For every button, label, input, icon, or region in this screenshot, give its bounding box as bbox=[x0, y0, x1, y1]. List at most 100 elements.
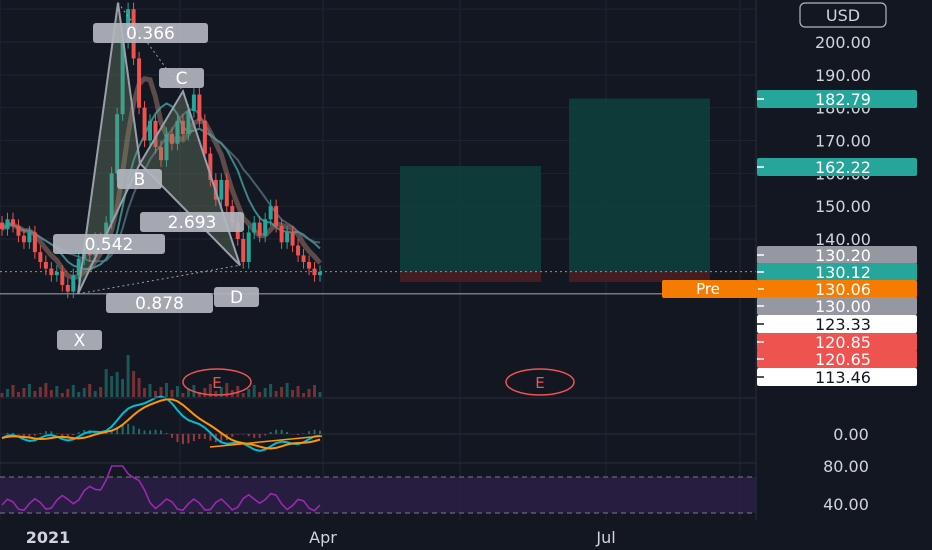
candle-30 bbox=[164, 133, 169, 161]
price-badge-b16222[interactable]: 162.22 bbox=[757, 158, 917, 177]
volume-bar-20 bbox=[110, 376, 114, 397]
volume-bar-53 bbox=[291, 390, 295, 397]
candle-7 bbox=[38, 252, 43, 262]
zone-2-stop bbox=[569, 271, 710, 283]
volume-bar-45 bbox=[247, 389, 251, 397]
earnings-marker-1[interactable] bbox=[182, 368, 252, 396]
price-badge-b13006[interactable]: 130.06 bbox=[757, 280, 917, 299]
target-zones bbox=[400, 98, 710, 283]
macd-zero-label: 0.00 bbox=[833, 425, 869, 444]
ratio-label-xd: 0.878 bbox=[106, 293, 213, 314]
candle-58 bbox=[318, 271, 322, 276]
volume-bar-10 bbox=[55, 386, 59, 397]
candle-56 bbox=[307, 261, 312, 269]
price-badge-b12333[interactable]: 123.33 bbox=[757, 315, 917, 334]
volume-bar-48 bbox=[263, 388, 267, 397]
price-tick-150.00: 150.00 bbox=[815, 197, 871, 216]
candle-0 bbox=[0, 222, 4, 230]
volume-bar-24 bbox=[132, 371, 136, 397]
candle-27 bbox=[148, 120, 153, 141]
candle-35 bbox=[191, 94, 196, 111]
rsi-band bbox=[0, 477, 756, 513]
pre-market-badge[interactable]: Pre bbox=[662, 280, 758, 298]
price-badge-b13012[interactable]: 130.12 bbox=[757, 263, 917, 282]
currency-button-label: USD bbox=[826, 6, 860, 25]
volume-bar-9 bbox=[49, 390, 53, 397]
volume-bar-41 bbox=[225, 383, 229, 397]
earnings-marker-1-label: E bbox=[212, 374, 221, 392]
point-label-d-bg bbox=[214, 287, 259, 307]
candle-6 bbox=[32, 232, 37, 253]
candle-8 bbox=[43, 261, 48, 269]
volume-bar-8 bbox=[44, 383, 48, 397]
volume-bar-30 bbox=[164, 383, 168, 397]
currency-button[interactable]: USD bbox=[799, 2, 887, 28]
volume-bar-11 bbox=[60, 393, 64, 397]
candle-57 bbox=[312, 268, 317, 276]
ratio-label-bd-text: 2.693 bbox=[168, 213, 217, 233]
price-badge-label-b13000: 130.00 bbox=[815, 297, 871, 316]
volume-bar-52 bbox=[285, 383, 289, 397]
volume-bar-56 bbox=[307, 389, 311, 397]
candle-11 bbox=[60, 271, 65, 285]
candle-50 bbox=[274, 206, 279, 226]
signal-line bbox=[1, 398, 321, 450]
candle-52 bbox=[285, 232, 290, 243]
volume-bar-44 bbox=[241, 393, 245, 397]
volume-bar-21 bbox=[115, 372, 119, 397]
volume-bar-29 bbox=[159, 387, 163, 397]
candle-38 bbox=[208, 153, 213, 180]
price-badge-bg-b12065 bbox=[757, 350, 917, 368]
price-tick-140.00: 140.00 bbox=[815, 230, 871, 249]
price-badge-b13020[interactable]: 130.20 bbox=[757, 246, 917, 265]
volume-bar-1 bbox=[5, 389, 9, 397]
price-badge-bg-b11346 bbox=[757, 368, 917, 386]
time-axis: 2021 Apr Jul bbox=[0, 520, 932, 550]
ratio-label-bd-bg bbox=[140, 212, 244, 232]
candle-14 bbox=[76, 258, 81, 276]
price-badge-b11346[interactable]: 113.46 bbox=[757, 368, 917, 387]
rsi-tick-80: 80.00 bbox=[823, 457, 869, 476]
volume-bar-15 bbox=[82, 388, 86, 397]
candle-44 bbox=[241, 239, 246, 262]
zone-1-stop bbox=[400, 271, 541, 283]
candle-51 bbox=[279, 225, 284, 243]
volume-bar-2 bbox=[11, 385, 15, 397]
volume-bar-34 bbox=[186, 389, 190, 397]
volume-bar-0 bbox=[0, 393, 4, 397]
candle-31 bbox=[169, 133, 174, 144]
price-badge-bg-b13012 bbox=[757, 263, 917, 281]
price-badge-label-b12085: 120.85 bbox=[815, 333, 871, 352]
volume-bar-49 bbox=[269, 384, 273, 397]
candle-10 bbox=[54, 271, 59, 276]
volume-bar-13 bbox=[71, 385, 75, 397]
price-badge-label-b13012: 130.12 bbox=[815, 263, 871, 282]
volume-bar-32 bbox=[175, 386, 179, 397]
candle-3 bbox=[16, 225, 21, 236]
candle-20 bbox=[109, 173, 114, 223]
rsi-pane bbox=[0, 465, 756, 514]
candle-46 bbox=[252, 222, 257, 233]
candle-55 bbox=[301, 255, 306, 262]
price-badge-b18279[interactable]: 182.79 bbox=[757, 90, 917, 109]
price-badge-bg-b12333 bbox=[757, 315, 917, 333]
price-badge-bg-b13000 bbox=[757, 297, 917, 315]
price-badge-b12065[interactable]: 120.65 bbox=[757, 350, 917, 369]
price-badge-label-b11346: 113.46 bbox=[815, 368, 871, 387]
point-label-c: C bbox=[159, 68, 204, 89]
point-label-x: X bbox=[57, 330, 102, 351]
volume-bar-4 bbox=[22, 388, 26, 397]
harmonic-pattern: 0.366 0.542 2.693 0.878 X B C D bbox=[53, 2, 259, 351]
price-badge-b12085[interactable]: 120.85 bbox=[757, 333, 917, 352]
candle-37 bbox=[202, 120, 207, 154]
price-badge-b13000[interactable]: 130.00 bbox=[757, 297, 917, 316]
earnings-marker-2[interactable] bbox=[505, 368, 575, 396]
price-badge-label-b13006: 130.06 bbox=[815, 280, 871, 299]
volume-bar-25 bbox=[137, 378, 141, 397]
zone-1-profit bbox=[400, 166, 541, 272]
zone-2-profit bbox=[569, 98, 710, 272]
ratio-label-xd-bg bbox=[106, 293, 213, 313]
volume-bar-38 bbox=[208, 384, 212, 397]
volume-bar-27 bbox=[148, 384, 152, 397]
